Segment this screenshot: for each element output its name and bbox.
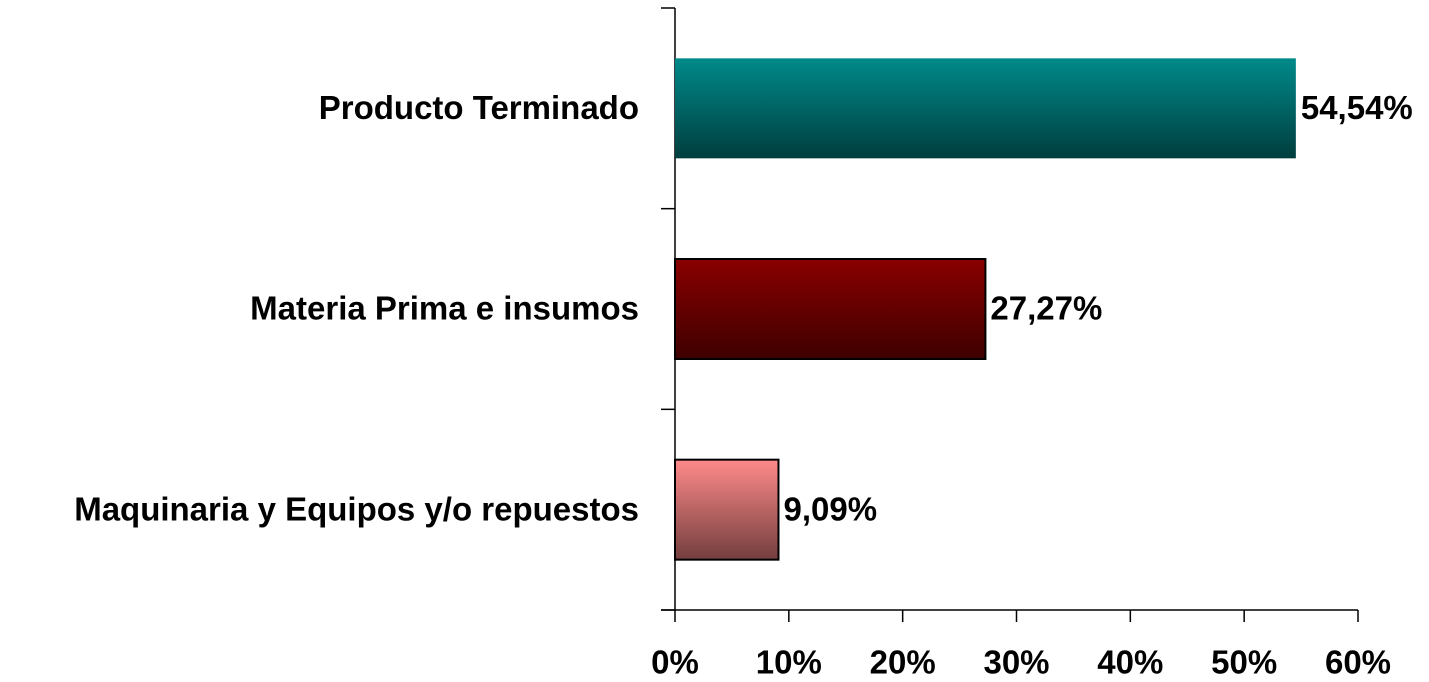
x-tick-label: 60%: [1325, 644, 1391, 681]
bar: [674, 258, 987, 360]
x-tick-label: 50%: [1211, 644, 1277, 681]
bar: [675, 58, 1296, 159]
value-label: 9,09%: [783, 490, 877, 527]
x-tick-label: 20%: [870, 644, 936, 681]
y-tick-label: Maquinaria y Equipos y/o repuestos: [74, 490, 639, 527]
x-tick-label: 10%: [756, 644, 822, 681]
x-tick-label: 30%: [983, 644, 1049, 681]
x-tick-label: 0%: [651, 644, 699, 681]
y-tick-label: Materia Prima e insumos: [250, 290, 639, 327]
value-label: 27,27%: [990, 290, 1102, 327]
x-tick-label: 40%: [1097, 644, 1163, 681]
value-label: 54,54%: [1301, 89, 1413, 126]
y-tick-label: Producto Terminado: [319, 89, 639, 126]
bar: [674, 458, 780, 561]
